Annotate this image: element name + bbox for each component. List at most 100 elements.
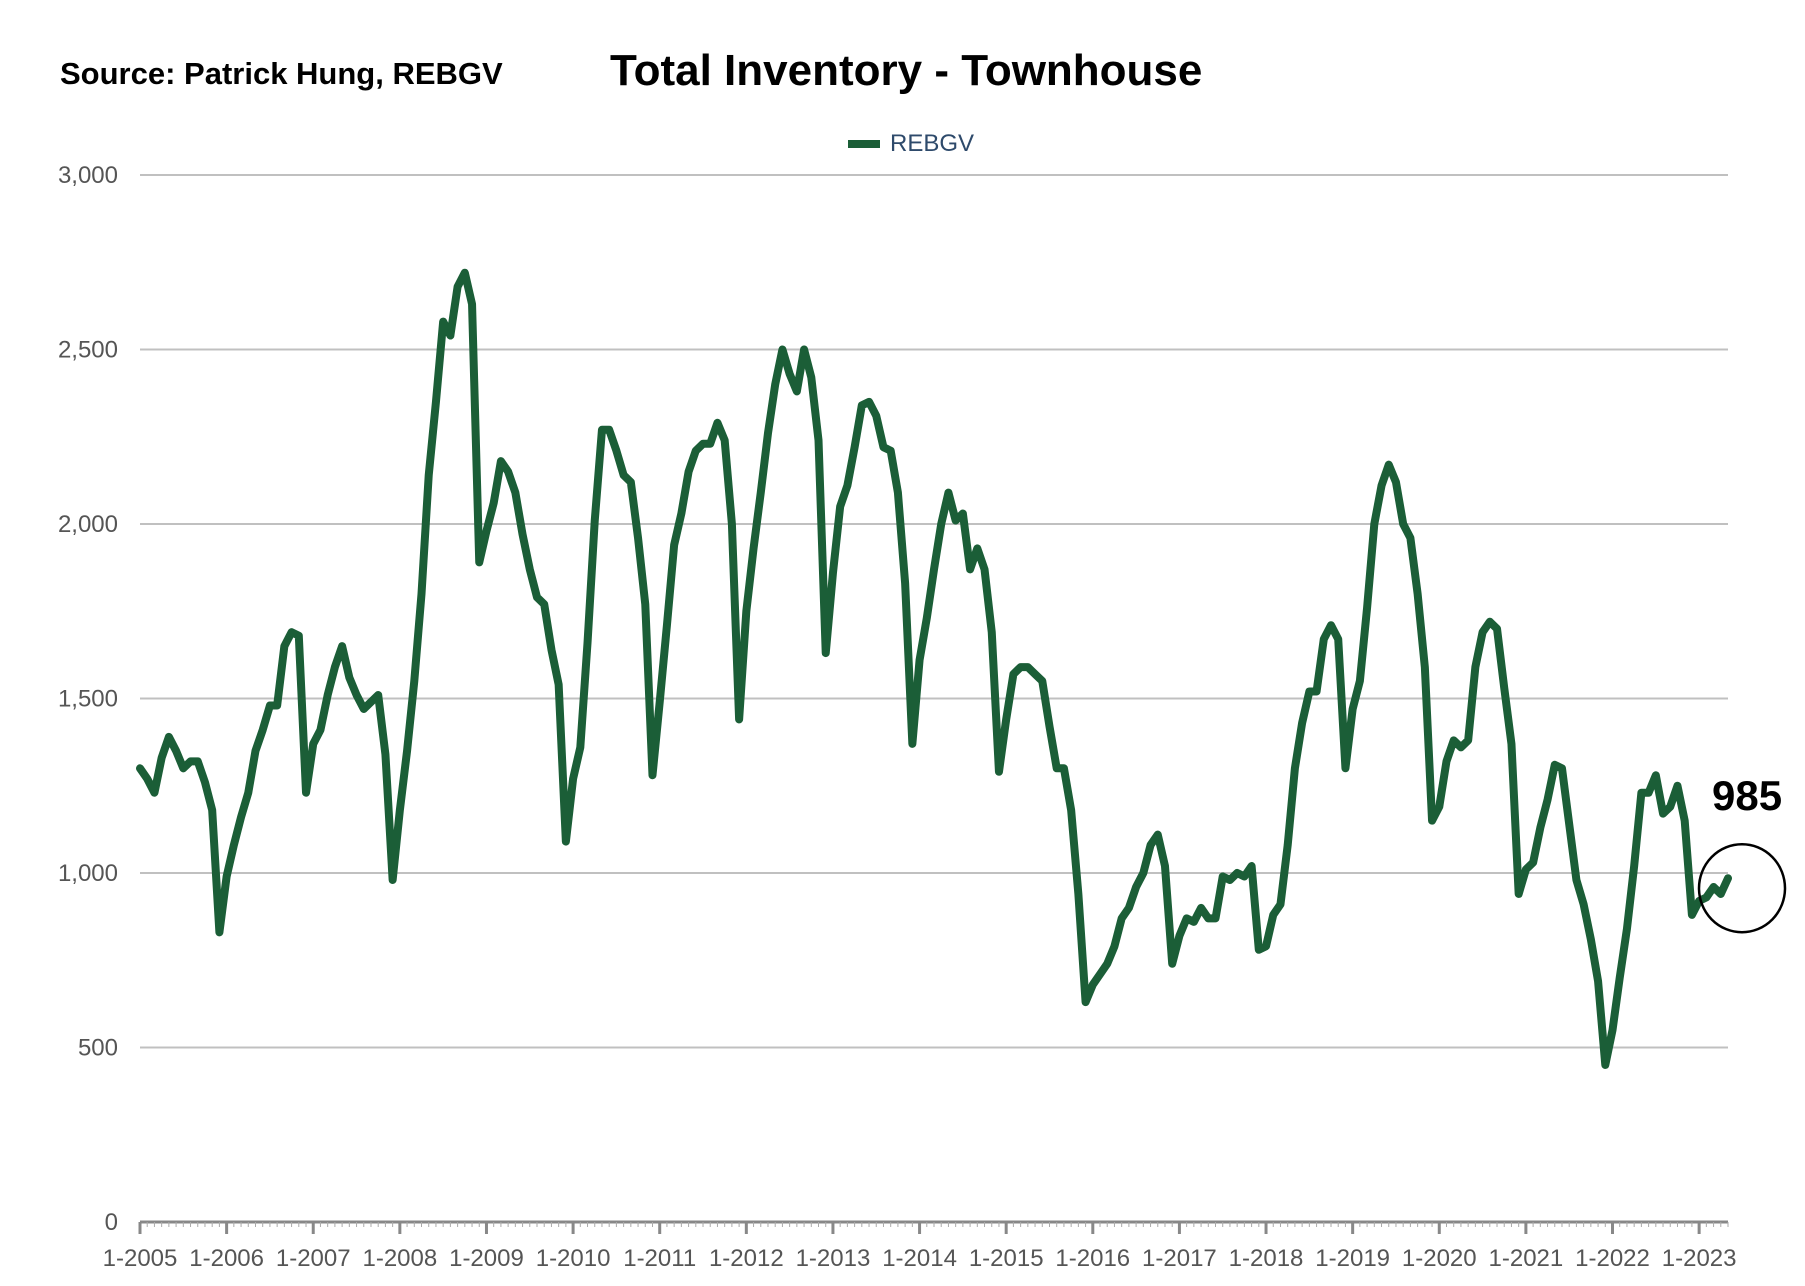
data-point [239,815,244,820]
x-tick-label: 1-2016 [1055,1245,1130,1272]
data-point [1552,762,1557,767]
data-point [1090,982,1095,987]
data-point [874,413,879,418]
data-point [592,518,597,523]
data-point [989,630,994,635]
data-point [1199,905,1204,910]
data-point [1458,745,1463,750]
y-tick-label: 1,500 [58,686,118,713]
data-point [1076,891,1081,896]
data-point [1292,766,1297,771]
data-point [1509,741,1514,746]
data-point [1646,790,1651,795]
legend-swatch [848,140,880,148]
data-point [347,675,352,680]
data-point [1408,535,1413,540]
data-point [1285,843,1290,848]
data-point [939,522,944,527]
data-point [787,371,792,376]
data-point [932,567,937,572]
data-point [1422,665,1427,670]
x-tick-label: 1-2014 [882,1245,957,1272]
data-point [419,591,424,596]
data-point [679,511,684,516]
data-point [1177,933,1182,938]
data-point [1220,874,1225,879]
data-point [260,727,265,732]
gridlines [140,174,1728,1049]
data-point [412,679,417,684]
data-point [1704,895,1709,900]
data-point [1083,1000,1088,1005]
data-point [1415,591,1420,596]
data-point [513,490,518,495]
data-point [1242,874,1247,879]
data-point [1329,623,1334,628]
data-point [1054,766,1059,771]
data-point [953,518,958,523]
data-point [1610,1028,1615,1033]
data-point [744,609,749,614]
data-point [1061,766,1066,771]
data-point [852,445,857,450]
data-point [708,441,713,446]
data-point [1184,916,1189,921]
data-point [1365,605,1370,610]
legend[interactable]: REBGV [848,130,974,158]
data-point [1227,877,1232,882]
data-point [1401,522,1406,527]
data-point [354,693,359,698]
x-tick-label: 1-2019 [1315,1245,1390,1272]
data-point [1451,738,1456,743]
data-point [1148,843,1153,848]
data-point [1444,759,1449,764]
data-point [657,699,662,704]
series-layer [136,268,1732,1069]
x-axis: 1-2005 1-2006 1-2007 1-2008 1-2009 1-2010 1-20… [103,1220,1736,1272]
data-point [1213,916,1218,921]
data-point [1393,480,1398,485]
data-point [311,741,316,746]
data-point [275,703,280,708]
data-point [1545,797,1550,802]
x-tick-label: 1-2021 [1489,1245,1564,1272]
data-point [867,399,872,404]
data-point [722,438,727,443]
data-point [527,567,532,572]
x-tick-label: 1-2010 [536,1245,611,1272]
data-point [982,567,987,572]
data-point [340,644,345,649]
data-point [1596,979,1601,984]
data-point [426,473,431,478]
data-point [159,755,164,760]
data-point [643,602,648,607]
data-point [1033,672,1038,677]
data-point [484,528,489,533]
x-tick-label: 1-2013 [796,1245,871,1272]
data-point [1134,884,1139,889]
data-point [1559,766,1564,771]
data-point [231,843,236,848]
data-point [246,790,251,795]
data-point [361,706,366,711]
data-point [1314,689,1319,694]
data-point [224,874,229,879]
data-point [1170,961,1175,966]
data-point [217,930,222,935]
data-point [975,546,980,551]
data-point [1726,876,1731,881]
data-point [1018,665,1023,670]
data-point [751,546,756,551]
data-point [1653,773,1658,778]
data-point [1112,944,1117,949]
data-point [1689,912,1694,917]
data-point [542,602,547,607]
x-tick-label: 1-2011 [623,1245,696,1272]
data-point [181,766,186,771]
data-point [1321,637,1326,642]
annotation-layer [1697,842,1787,934]
data-point [441,319,446,324]
data-point [1668,804,1673,809]
data-point [1256,947,1261,952]
data-point [809,375,814,380]
